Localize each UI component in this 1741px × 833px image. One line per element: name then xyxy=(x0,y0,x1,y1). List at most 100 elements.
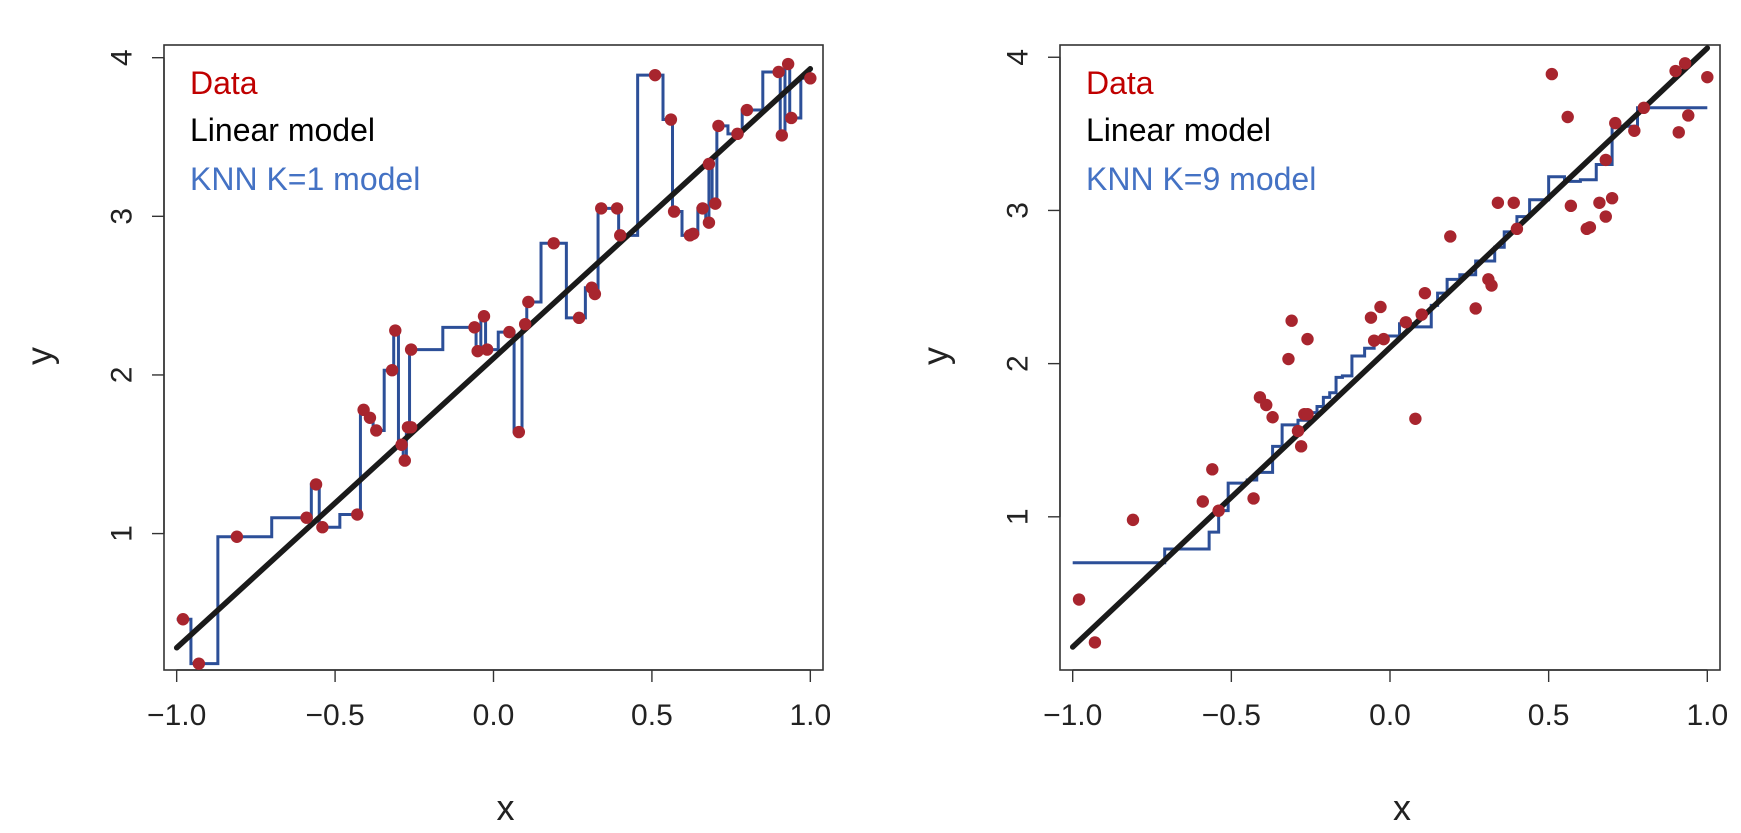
data-point xyxy=(395,438,408,451)
data-point xyxy=(547,237,560,250)
y-tick-label: 3 xyxy=(1002,202,1035,219)
data-point xyxy=(1377,332,1390,346)
data-point xyxy=(785,111,798,125)
data-point xyxy=(696,202,709,215)
data-point xyxy=(1593,196,1606,209)
data-point xyxy=(1637,101,1651,115)
data-point xyxy=(1418,286,1432,300)
data-point xyxy=(351,508,364,521)
data-point xyxy=(1605,191,1619,205)
data-point xyxy=(1294,440,1308,453)
data-point xyxy=(1678,57,1692,70)
y-tick-label: 4 xyxy=(106,49,139,66)
data-point xyxy=(1609,116,1622,130)
y-axis-label: y xyxy=(915,347,956,365)
data-point xyxy=(385,363,399,377)
data-point xyxy=(1469,302,1482,315)
x-tick-label: −1.0 xyxy=(1043,699,1102,732)
x-tick-label: 0.5 xyxy=(631,699,673,732)
data-point xyxy=(398,454,411,467)
data-point xyxy=(468,321,481,334)
data-point xyxy=(1672,126,1685,139)
data-point xyxy=(522,295,535,309)
y-tick-label: 2 xyxy=(1002,355,1035,372)
data-point xyxy=(686,227,700,240)
data-point xyxy=(404,421,418,434)
data-point xyxy=(512,425,526,439)
data-point xyxy=(1088,636,1102,649)
legend-linear: Linear model xyxy=(190,112,375,148)
data-point xyxy=(1485,279,1498,292)
legend-linear: Linear model xyxy=(1086,112,1271,148)
data-point xyxy=(664,113,678,126)
data-point xyxy=(1415,308,1428,321)
plot-area xyxy=(1069,45,1714,650)
data-point xyxy=(1301,332,1314,346)
plot-area xyxy=(173,57,817,670)
x-tick-label: 1.0 xyxy=(1686,699,1728,732)
data-point xyxy=(1301,407,1314,421)
data-point xyxy=(230,530,244,543)
data-point xyxy=(1545,67,1559,81)
data-point xyxy=(389,324,402,337)
data-point xyxy=(518,317,532,331)
data-point xyxy=(192,657,206,670)
data-point xyxy=(572,311,586,325)
x-tick-label: −1.0 xyxy=(147,699,206,732)
data-point xyxy=(316,521,329,534)
data-point xyxy=(772,65,785,79)
data-point xyxy=(702,157,716,171)
x-tick-label: 1.0 xyxy=(789,699,831,732)
data-point xyxy=(503,325,516,339)
data-point xyxy=(176,613,190,626)
data-point xyxy=(1367,334,1381,347)
data-point xyxy=(595,202,608,215)
data-point xyxy=(1628,124,1641,137)
data-point xyxy=(1510,222,1524,236)
data-point xyxy=(1599,210,1612,223)
y-tick-label: 4 xyxy=(1002,49,1035,66)
data-point xyxy=(1291,424,1305,438)
data-point xyxy=(1212,504,1225,517)
data-point xyxy=(610,202,624,215)
y-tick-label: 1 xyxy=(106,525,139,542)
x-tick-label: 0.0 xyxy=(473,699,515,732)
data-point xyxy=(1669,64,1682,78)
y-axis-label: y xyxy=(19,347,60,365)
data-point xyxy=(309,478,323,491)
data-point xyxy=(363,411,377,424)
data-point xyxy=(1564,199,1578,213)
data-point xyxy=(614,229,627,242)
data-point xyxy=(648,68,662,82)
data-point xyxy=(1409,412,1422,425)
data-point xyxy=(1701,70,1714,84)
data-point xyxy=(712,119,725,133)
linear-model-line xyxy=(173,66,814,651)
data-point xyxy=(1282,352,1295,366)
data-point xyxy=(1444,230,1457,243)
data-point xyxy=(1126,513,1140,527)
right-panel: −1.0 −0.5 0.0 0.5 1.0 1 2 3 4 x y Data Linear model K… xyxy=(915,44,1728,828)
legend-knn: KNN K=1 model xyxy=(190,161,420,197)
y-tick-label: 3 xyxy=(106,208,139,225)
data-point xyxy=(1072,593,1086,606)
data-point xyxy=(477,310,491,323)
data-point xyxy=(1682,109,1695,122)
data-point xyxy=(1561,110,1574,124)
data-point xyxy=(1266,411,1279,424)
linear-model-line xyxy=(1069,45,1711,650)
data-point xyxy=(702,216,716,229)
data-point xyxy=(1507,196,1520,209)
data-point xyxy=(1583,221,1597,234)
x-axis-label: x xyxy=(497,787,515,828)
data-point xyxy=(1196,495,1209,508)
data-point xyxy=(709,197,722,210)
x-tick-label: −0.5 xyxy=(1202,699,1261,732)
x-tick-label: −0.5 xyxy=(305,699,364,732)
data-point xyxy=(1399,316,1413,329)
data-point xyxy=(1260,398,1273,412)
data-point xyxy=(1206,463,1219,476)
data-point xyxy=(804,72,817,85)
data-point xyxy=(775,129,789,142)
data-point xyxy=(781,57,795,71)
